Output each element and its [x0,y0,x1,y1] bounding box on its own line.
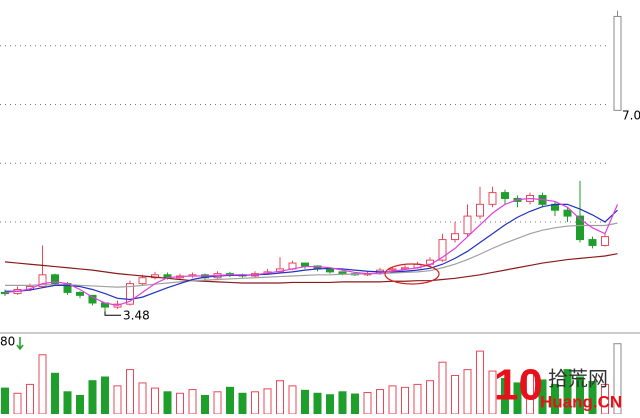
watermark-name: 拾荒网 [548,367,608,391]
watermark-domain: Huang.CN [540,392,622,411]
candle-body [301,262,309,267]
volume-bar [163,391,172,415]
volume-bar [188,389,197,415]
volume-bar [1,387,9,415]
candle-body [576,215,584,241]
volume-bar [363,392,372,415]
candle-body [438,239,447,261]
candle-body [51,274,59,285]
candle-body [601,236,609,246]
moving-average [4,197,619,306]
volume-bar [426,380,434,415]
volume-bar [313,392,322,415]
volume-bar [63,391,72,415]
volume-bar [463,369,472,415]
volume-bar [451,375,459,415]
volume-bar [26,383,34,415]
volume-bar [51,372,59,415]
volume-bar [288,385,297,415]
candle-body [501,192,509,199]
volume-bar [176,392,184,415]
volume-bar [401,386,409,415]
candle-body [613,15,622,111]
volume-arrow [16,337,24,351]
moving-average [5,222,618,288]
volume-axis-label: 80 [0,335,15,349]
volume-bar [251,391,259,415]
volume-bar [13,392,22,415]
candle-body [451,233,459,241]
candle-body [388,268,397,271]
volume-bar [126,369,134,415]
volume-bar [201,395,209,415]
candle-body [38,274,47,288]
volume-bar [238,392,247,415]
volume-bar [388,385,397,415]
volume-bar [113,385,122,415]
volume-bar [413,383,422,415]
candle-body [126,283,134,305]
candle-body [138,277,147,285]
watermark-number: 10 [494,361,543,410]
low-arrow [104,311,121,316]
volume-bar [226,386,234,415]
candle-body [563,209,572,217]
volume-bar [88,380,97,415]
volume-bar [38,354,47,415]
candle-body [488,192,497,205]
volume-bar [326,394,334,415]
candle-body [76,291,84,296]
volume-bar [338,391,347,415]
candle-body [326,268,334,273]
moving-average [5,203,618,301]
highlight-ring [384,263,440,285]
candle-body [476,203,484,217]
volume-bar [138,382,147,415]
moving-average [4,253,618,284]
low-label: 3.48 [123,309,150,323]
volume-bar [351,393,359,415]
volume-bar [301,389,309,415]
candle-body [338,271,347,275]
volume-bar [476,350,484,415]
volume-bar [276,380,284,415]
volume-bar [101,376,109,415]
volume-bar [151,387,159,415]
volume-bar [438,361,447,415]
volume-bar [376,389,384,415]
volume-bar [213,391,222,415]
candle-body [588,239,597,246]
volume-bar [76,395,84,415]
price-label: 7.0 [622,109,640,123]
volume-bar [263,388,272,415]
watermark: 10 拾荒网 Huang.CN [494,361,622,412]
candle-body [463,215,472,235]
